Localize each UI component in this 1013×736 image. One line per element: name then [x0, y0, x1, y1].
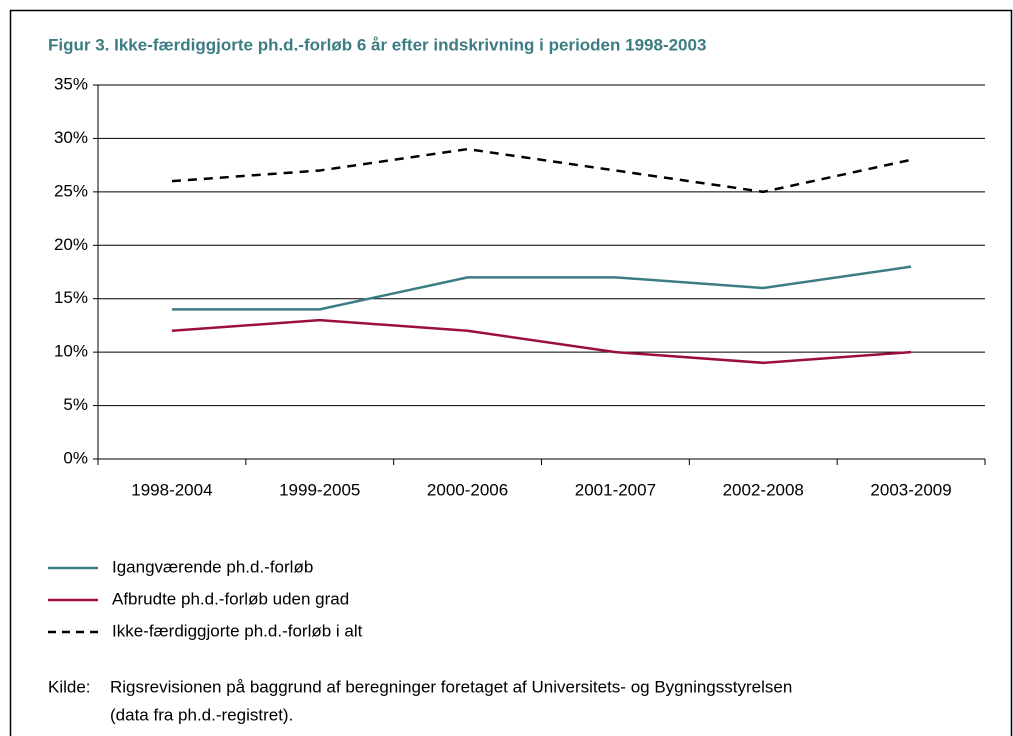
- series-line: [171, 318, 912, 365]
- chart-title: Figur 3. Ikke-færdiggjorte ph.d.-forløb …: [48, 35, 706, 54]
- y-tick-label: 15%: [54, 288, 88, 307]
- y-tick-label: 30%: [54, 128, 88, 147]
- x-tick-label: 1999-2005: [279, 480, 360, 499]
- y-tick-label: 25%: [54, 181, 88, 200]
- legend-label: Igangværende ph.d.-forløb: [112, 557, 313, 576]
- series-line: [171, 147, 912, 194]
- source-text: Rigsrevisionen på baggrund af beregninge…: [110, 677, 792, 696]
- x-tick-label: 2003-2009: [870, 480, 951, 499]
- y-tick-label: 20%: [54, 235, 88, 254]
- x-tick-label: 1998-2004: [131, 480, 212, 499]
- y-tick-label: 35%: [54, 74, 88, 93]
- legend-label: Ikke-færdiggjorte ph.d.-forløb i alt: [112, 621, 363, 640]
- x-tick-label: 2000-2006: [427, 480, 508, 499]
- legend-label: Afbrudte ph.d.-forløb uden grad: [112, 589, 349, 608]
- y-tick-label: 0%: [63, 448, 88, 467]
- series-line: [171, 265, 912, 311]
- x-tick-label: 2001-2007: [575, 480, 656, 499]
- frame: [9, 9, 1013, 736]
- y-tick-label: 5%: [63, 395, 88, 414]
- source-text: (data fra ph.d.-registret).: [110, 705, 293, 724]
- y-tick-label: 10%: [54, 342, 88, 361]
- source-label: Kilde:: [48, 677, 91, 696]
- x-tick-label: 2002-2008: [723, 480, 804, 499]
